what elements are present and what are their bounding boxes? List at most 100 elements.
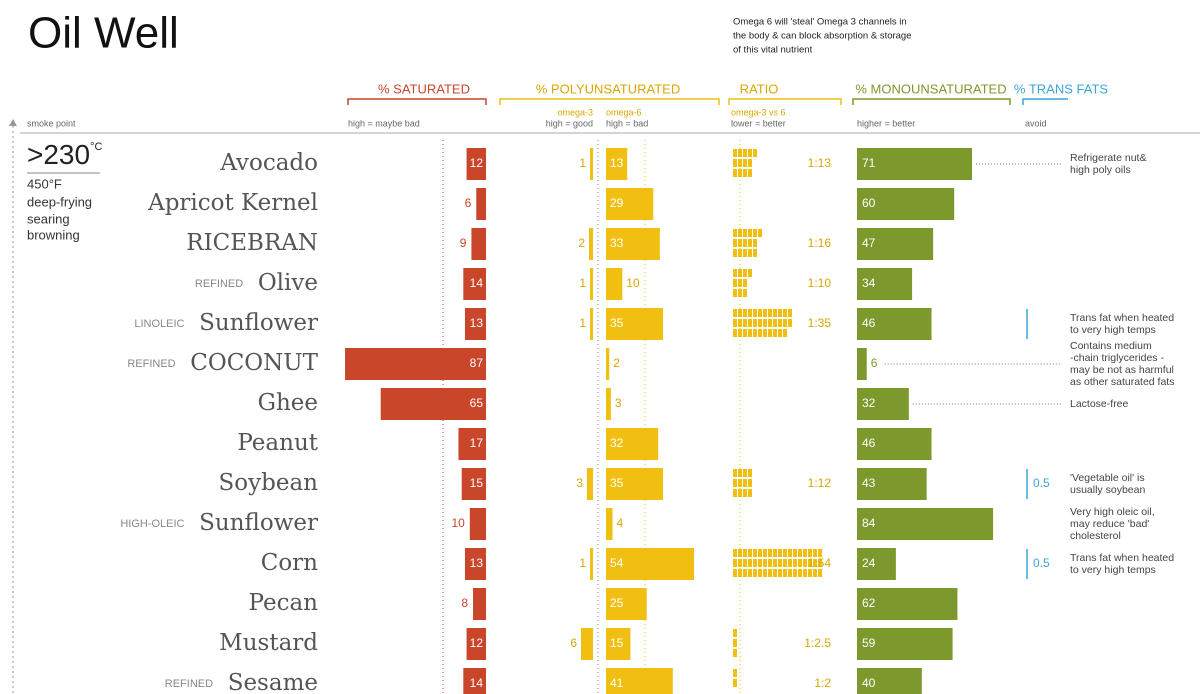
ratio-block [738,289,742,297]
omega3-hint: high = good [546,118,593,128]
mono-bar [857,588,958,620]
ratio-block [753,569,757,577]
mono-value: 32 [862,396,876,410]
mono-value: 46 [862,316,876,330]
ratio-block [813,559,817,567]
omega6-bar [606,388,611,420]
ratio-block [813,569,817,577]
ratio-block [788,309,792,317]
oil-label: Peanut [237,430,318,456]
omega6-value: 32 [610,436,624,450]
mono-bar [857,628,953,660]
omega6-bar [606,548,695,580]
ratio-block [778,559,782,567]
gap [243,270,258,296]
omega3-value: 2 [578,236,585,250]
ratio-block [753,549,757,557]
ratio-block [748,469,752,477]
mono-value: 40 [862,676,876,690]
omega6-bar [606,228,660,260]
ratio-block [743,549,747,557]
mono-value: 60 [862,196,876,210]
omega6-value: 41 [610,676,624,690]
saturated-bar [380,388,486,420]
ratio-label: omega-3 vs 6 [731,107,786,117]
ratio-block [758,569,762,577]
omega3-bar [590,148,593,180]
omega6-value: 25 [610,596,624,610]
ratio-block [808,559,812,567]
saturated-header: % SATURATED [378,81,470,96]
ratio-block [748,249,752,257]
ratio-block [748,239,752,247]
ratio-block [733,489,737,497]
ratio-block [753,559,757,567]
omega6-bar [606,348,610,380]
ratio-block [738,559,742,567]
oil-prefix: REFINED [195,278,243,290]
mono-bar [857,508,994,540]
oil-name: Mustard [219,630,318,656]
ratio-block [738,309,742,317]
oil-label: Pecan [249,590,319,616]
omega6-value: 13 [610,156,624,170]
ratio-block [758,329,762,337]
ratio-block [773,559,777,567]
oil-name: Ghee [258,390,318,416]
ratio-block [738,159,742,167]
ratio-block [738,319,742,327]
omega6-bar [606,668,673,694]
omega3-value: 6 [570,636,577,650]
omega6-bar [606,508,613,540]
ratio-block [773,329,777,337]
ratio-block [733,469,737,477]
row-note: Lactose-free [1070,398,1129,410]
ratio-block [748,319,752,327]
ratio-block [733,669,737,677]
ratio-value: 1:12 [808,476,832,490]
saturated-value: 12 [470,156,484,170]
ratio-block [798,549,802,557]
saturated-value: 10 [451,516,465,530]
saturated-bar [463,668,486,694]
mono-value: 84 [862,516,876,530]
ratio-block [743,479,747,487]
ratio-block [803,559,807,567]
ratio-block [738,549,742,557]
smoke-unit: °C [90,141,102,153]
ratio-block [783,319,787,327]
ratio-block [788,569,792,577]
row-note: may be not as harmful [1070,364,1174,376]
ratio-block [743,289,747,297]
title: Oil Well [28,9,179,58]
ratio-block [733,629,737,637]
omega6-hint: high = bad [606,118,648,128]
ratio-block [748,159,752,167]
mono-bar [857,268,913,300]
ratio-block [743,229,747,237]
trans-hint: avoid [1025,118,1047,128]
ratio-value: 1:2 [814,676,831,690]
mono-bar [857,308,932,340]
ratio-block [753,309,757,317]
ratio-block [748,479,752,487]
ratio-block [738,279,742,287]
saturated-bar [476,188,486,220]
omega3-bar [587,468,593,500]
saturated-value: 9 [460,236,467,250]
ratio-block [773,569,777,577]
ratio-blocks [733,629,737,657]
mono-bar [857,668,922,694]
ratio-blocks [733,269,752,297]
omega6-bar [606,188,654,220]
ratio-block [758,559,762,567]
omega6-bar [606,148,628,180]
ratio-block [763,559,767,567]
saturated-bar [463,268,486,300]
ratio-block [773,319,777,327]
gap [213,670,228,694]
rows: Avocado 12 1 13 1:13 71 Refrigerate nut&high p… [120,148,1174,694]
bracket [499,98,720,105]
omega3-bar [590,308,593,340]
